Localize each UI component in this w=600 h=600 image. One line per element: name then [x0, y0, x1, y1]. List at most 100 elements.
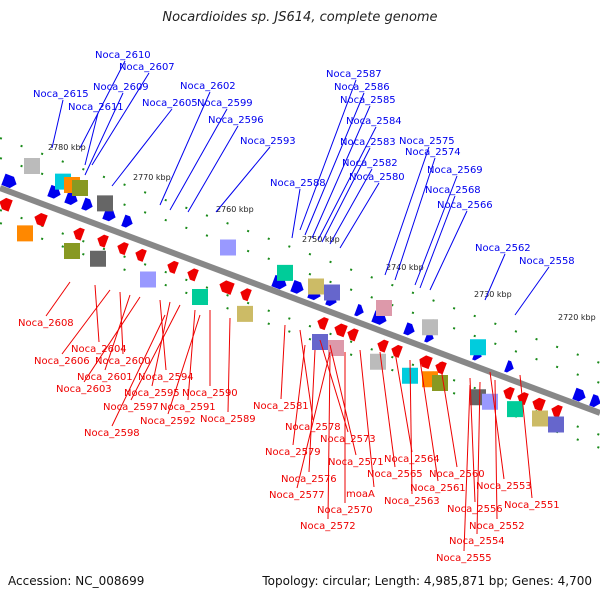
forward-gene-label: Noca_2593 — [240, 136, 296, 147]
forward-gene-arrow — [589, 394, 600, 408]
feature-box — [308, 278, 324, 295]
feature-box — [97, 195, 113, 212]
genome-backbone — [0, 185, 600, 416]
forward-leader — [91, 72, 150, 166]
reverse-leader — [319, 339, 349, 433]
reverse-leader — [359, 349, 375, 488]
reverse-gene-label: Noca_2597 — [103, 402, 159, 413]
forward-gene-label: Noca_2586 — [334, 82, 390, 93]
figure-title: Nocardioides sp. JS614, complete genome — [162, 10, 438, 25]
reverse-gene-label: Noca_2600 — [95, 356, 151, 367]
scale-label: 2750 kbp — [302, 235, 340, 244]
reverse-leader — [439, 361, 458, 468]
reverse-gene-arrow-shape — [419, 355, 433, 370]
reverse-gene-arrow — [167, 260, 179, 274]
forward-leader — [84, 112, 99, 166]
reverse-leader — [308, 349, 316, 473]
reverse-gene-arrow-shape — [34, 213, 48, 227]
reverse-gene-label: Noca_2577 — [269, 490, 325, 501]
reverse-leader — [151, 301, 171, 387]
reverse-leader — [469, 377, 476, 503]
reverse-gene-label: Noca_2606 — [34, 356, 90, 367]
reverse-gene-label: Noca_2551 — [504, 500, 560, 511]
forward-gene-label: Noca_2574 — [405, 147, 461, 158]
reverse-gene-label: Noca_2594 — [138, 372, 194, 383]
feature-box — [422, 319, 438, 336]
feature-box — [548, 416, 564, 433]
reverse-gene-arrow-shape — [551, 404, 563, 418]
accession-text: Accession: NC_008699 — [8, 574, 145, 588]
forward-leader — [304, 92, 365, 236]
reverse-gene-label: Noca_2560 — [429, 469, 485, 480]
reverse-leader — [463, 384, 471, 552]
scale-label: 2730 kbp — [474, 290, 512, 299]
forward-leader — [311, 105, 371, 239]
reverse-gene-arrow — [117, 242, 129, 256]
reverse-gene-label: Noca_2552 — [469, 521, 525, 532]
forward-leader — [339, 182, 380, 249]
forward-gene-label: Noca_2584 — [346, 116, 402, 127]
reverse-gene-arrow — [317, 317, 329, 331]
forward-gene-label: Noca_2558 — [519, 256, 575, 267]
forward-leader — [514, 266, 550, 316]
reverse-gene-label: Noca_2571 — [328, 457, 384, 468]
reverse-gene-arrow-shape — [167, 260, 179, 274]
forward-leader — [51, 99, 64, 149]
reverse-gene-arrow-shape — [347, 328, 359, 342]
reverse-gene-arrow — [532, 397, 546, 412]
reverse-leader — [519, 374, 533, 499]
reverse-gene-arrow-shape — [135, 248, 147, 262]
forward-gene-arrow — [354, 303, 364, 317]
forward-gene-arrow-shape — [81, 197, 93, 211]
forward-gene-arrow — [290, 280, 304, 294]
forward-gene-label: Noca_2599 — [197, 98, 253, 109]
forward-gene-label: Noca_2605 — [142, 98, 198, 109]
reverse-gene-arrow-shape — [334, 323, 348, 338]
forward-leader — [84, 92, 124, 176]
reverse-gene-arrow-shape — [391, 344, 403, 358]
reverse-leader — [419, 359, 439, 482]
reverse-gene-arrow-shape — [97, 234, 109, 248]
reverse-gene-arrow — [0, 197, 13, 212]
feature-box — [376, 300, 392, 316]
reverse-gene-arrow-shape — [73, 227, 85, 241]
reverse-gene-arrow-shape — [317, 317, 329, 331]
feature-box — [72, 180, 88, 196]
forward-gene-arrow-shape — [1, 173, 17, 189]
reverse-gene-arrow-shape — [377, 339, 389, 353]
forward-gene-label: Noca_2607 — [119, 62, 175, 73]
reverse-gene-label: Noca_2590 — [182, 388, 238, 399]
forward-leader — [299, 79, 357, 231]
reverse-gene-arrow — [377, 339, 389, 353]
forward-gene-arrow — [81, 197, 93, 211]
forward-gene-label: Noca_2587 — [326, 69, 382, 80]
forward-gene-label: Noca_2575 — [399, 136, 455, 147]
reverse-leader — [94, 284, 100, 343]
forward-leader — [484, 253, 506, 301]
forward-gene-label: Noca_2582 — [342, 158, 398, 169]
forward-leader — [159, 91, 211, 206]
forward-gene-arrow-shape — [572, 387, 586, 402]
reverse-gene-label: Noca_2556 — [447, 504, 503, 515]
forward-leader — [291, 188, 301, 239]
reverse-leader — [104, 294, 131, 371]
reverse-gene-label: Noca_2595 — [124, 388, 180, 399]
feature-box — [370, 353, 386, 370]
forward-gene-label: Noca_2588 — [270, 178, 326, 189]
scale-label: 2770 kbp — [133, 173, 171, 182]
reverse-gene-label: Noca_2608 — [18, 318, 74, 329]
reverse-gene-label: Noca_2573 — [320, 434, 376, 445]
reverse-gene-label: Noca_2553 — [476, 481, 532, 492]
feature-box — [507, 401, 523, 418]
reverse-leader — [167, 314, 201, 415]
reverse-gene-label: Noca_2563 — [384, 496, 440, 507]
reverse-gene-label: Noca_2581 — [253, 401, 309, 412]
reverse-gene-arrow — [219, 280, 235, 295]
reverse-gene-label: Noca_2598 — [84, 428, 140, 439]
feature-box — [312, 334, 328, 350]
forward-gene-label: Noca_2569 — [427, 165, 483, 176]
reverse-gene-arrow — [73, 227, 85, 241]
reverse-gene-arrow — [240, 288, 252, 302]
reverse-leader — [489, 371, 505, 480]
